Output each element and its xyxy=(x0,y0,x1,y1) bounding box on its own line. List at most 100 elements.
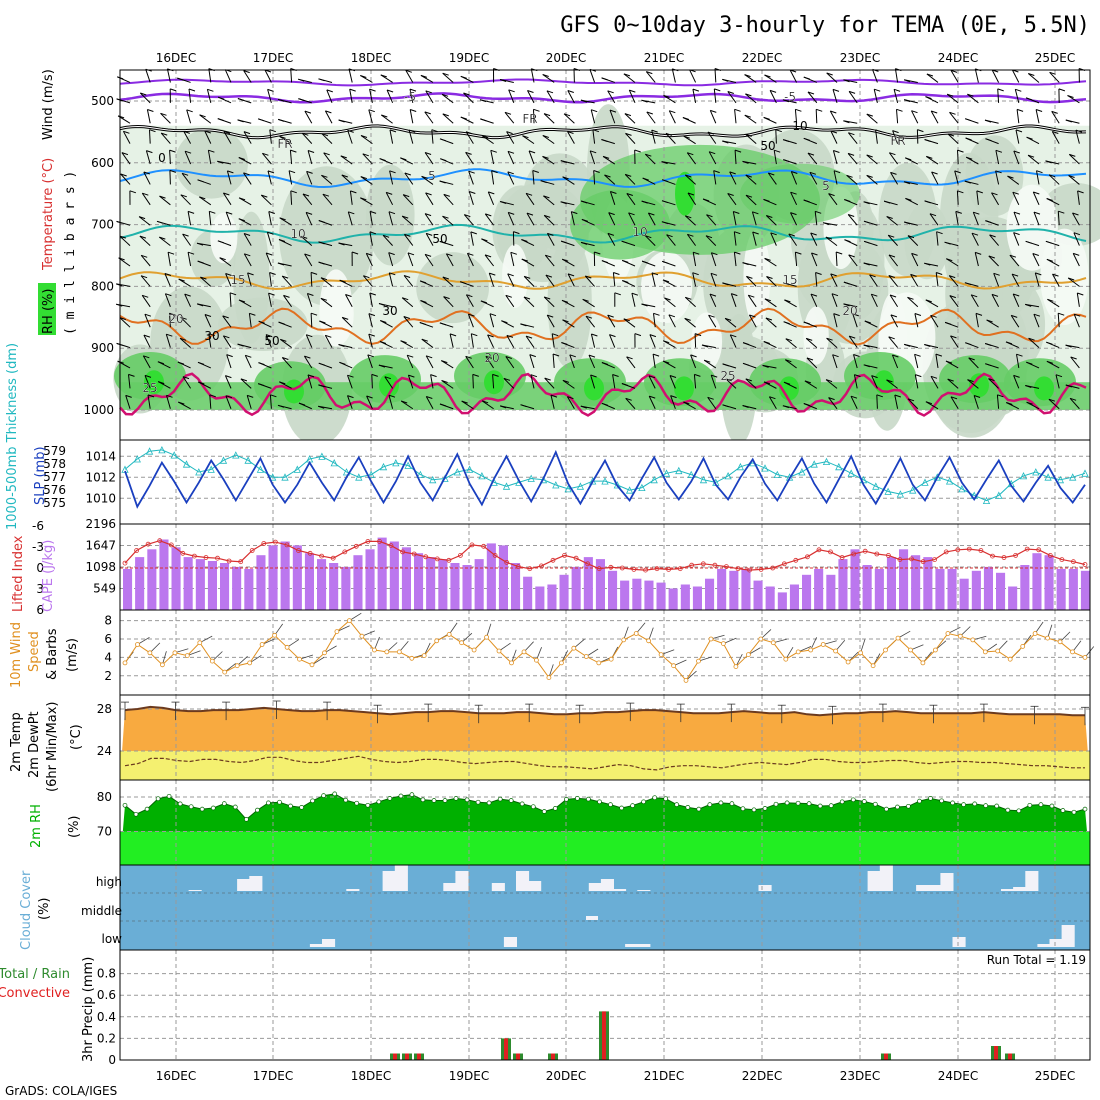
cloud-high-bar xyxy=(455,871,469,891)
upper-wind-barb-flag xyxy=(1073,232,1081,236)
upper-wind-barb-flag xyxy=(178,401,185,405)
upper-wind-barb-flag xyxy=(685,215,692,219)
rh2m-point xyxy=(597,799,602,805)
upper-wind-barb-flag xyxy=(935,353,943,357)
upper-wind-barb xyxy=(708,151,717,165)
upper-wind-barb xyxy=(626,356,636,369)
upper-wind-barb xyxy=(1075,129,1080,144)
upper-wind-barb xyxy=(470,231,474,246)
upper-wind-barb xyxy=(222,315,232,328)
upper-wind-barb-flag xyxy=(580,405,587,409)
upper-wind-barb xyxy=(408,129,414,144)
upper-wind-barb-flag xyxy=(410,109,417,112)
upper-wind-barb xyxy=(848,91,858,104)
contour-5 xyxy=(119,168,1087,189)
upper-wind-barb xyxy=(686,152,697,165)
upper-wind-barb-flag xyxy=(967,379,974,383)
upper-wind-barb-flag xyxy=(985,363,992,367)
lifted-point xyxy=(504,560,510,565)
lifted-point xyxy=(157,538,163,544)
upper-wind-barb xyxy=(143,171,151,185)
upper-wind-barb-flag xyxy=(307,150,315,153)
cape-bar xyxy=(777,592,787,610)
upper-wind-barb-flag xyxy=(790,191,797,195)
upper-wind-barb xyxy=(707,131,717,144)
rh-axis-labels: 2m RH (%) xyxy=(29,804,82,848)
upper-wind-barb-flag xyxy=(816,108,823,112)
upper-wind-barb-flag xyxy=(307,374,315,378)
thickness-point xyxy=(367,470,375,478)
upper-wind-barb-flag xyxy=(405,69,412,73)
wind-speed-point xyxy=(546,675,552,680)
rh2m-line xyxy=(124,793,1086,821)
upper-wind-barb xyxy=(835,251,838,267)
upper-wind-barb xyxy=(341,174,353,185)
cape-bar xyxy=(595,559,605,610)
upper-wind-barb xyxy=(612,374,616,389)
wind-speed-point xyxy=(758,636,764,642)
wind-speed-point xyxy=(1007,656,1013,662)
upper-wind-barb xyxy=(146,109,151,124)
cloud-low-bar xyxy=(322,939,336,947)
upper-wind-barb-flag xyxy=(480,300,488,304)
lifted-point xyxy=(515,564,521,569)
upper-wind-barb xyxy=(243,131,252,144)
lifted-point xyxy=(920,559,926,565)
upper-wind-barb-flag xyxy=(652,353,660,357)
cape-bar xyxy=(377,537,387,610)
upper-wind-barb-flag xyxy=(149,129,156,133)
lifted-point xyxy=(307,550,313,556)
temp-ylabel-1: 2m Temp xyxy=(9,712,24,772)
thickness-point xyxy=(995,491,1003,499)
upper-wind-barb-flag xyxy=(571,211,578,215)
lifted-point xyxy=(122,560,128,566)
upper-wind-barb xyxy=(946,93,959,104)
upper-wind-barb xyxy=(689,69,697,83)
upper-wind-barb xyxy=(991,192,1000,206)
upper-wind-barb-flag xyxy=(521,239,528,242)
upper-wind-barb-flag xyxy=(612,374,619,377)
upper-wind-barb-flag xyxy=(591,109,598,113)
upper-wind-barb-flag xyxy=(965,118,972,122)
lifted-point xyxy=(249,548,255,553)
upper-wind-barb-flag xyxy=(694,333,702,337)
wind-speed-point xyxy=(396,649,402,655)
upper-wind-barb-flag xyxy=(752,231,759,235)
rh-clear-patch xyxy=(1040,228,1089,326)
cape-bar xyxy=(450,563,460,610)
upper-wind-barb xyxy=(204,130,212,144)
upper-wind-barb-flag xyxy=(804,380,812,384)
upper-wind-barb xyxy=(766,276,777,287)
upper-wind-barb-flag xyxy=(803,199,810,203)
contour-label: 50 xyxy=(264,334,279,348)
cape-bar xyxy=(705,578,715,610)
upper-wind-barb xyxy=(386,89,394,104)
upper-wind-barb xyxy=(593,170,596,185)
upper-wind-barb xyxy=(544,254,555,267)
precip-tick-0: 0 xyxy=(108,1053,116,1067)
upper-wind-barb-flag xyxy=(321,174,328,178)
rh-mid-blob xyxy=(945,241,1003,347)
upper-wind-barb-flag xyxy=(876,394,883,398)
rh2m-point xyxy=(718,800,724,806)
upper-wind-barb-flag xyxy=(425,90,432,94)
upper-wind-barb-flag xyxy=(506,334,514,338)
thickness-ylabel: 1000-500mb Thickness (dm) xyxy=(5,343,20,530)
wind-speed-point xyxy=(359,633,365,639)
upper-wind-barb-flag xyxy=(989,234,996,238)
upper-wind-barb xyxy=(1070,356,1080,369)
upper-wind-barb-flag xyxy=(1047,298,1054,302)
upper-wind-barb xyxy=(406,354,414,369)
upper-wind-barb-flag xyxy=(1013,293,1020,297)
upper-wind-barb xyxy=(523,276,535,287)
upper-wind-barb-flag xyxy=(1046,341,1053,345)
upper-wind-barb-flag xyxy=(707,131,715,135)
cape-bar xyxy=(656,582,666,610)
rh2m-point xyxy=(652,795,658,801)
upper-wind-barb-flag xyxy=(924,200,931,204)
upper-wind-barb xyxy=(184,151,192,165)
upper-wind-barb-flag xyxy=(389,272,396,276)
upper-wind-barb xyxy=(320,297,333,308)
upper-wind-barb xyxy=(809,172,818,185)
upper-wind-barb xyxy=(225,395,232,409)
